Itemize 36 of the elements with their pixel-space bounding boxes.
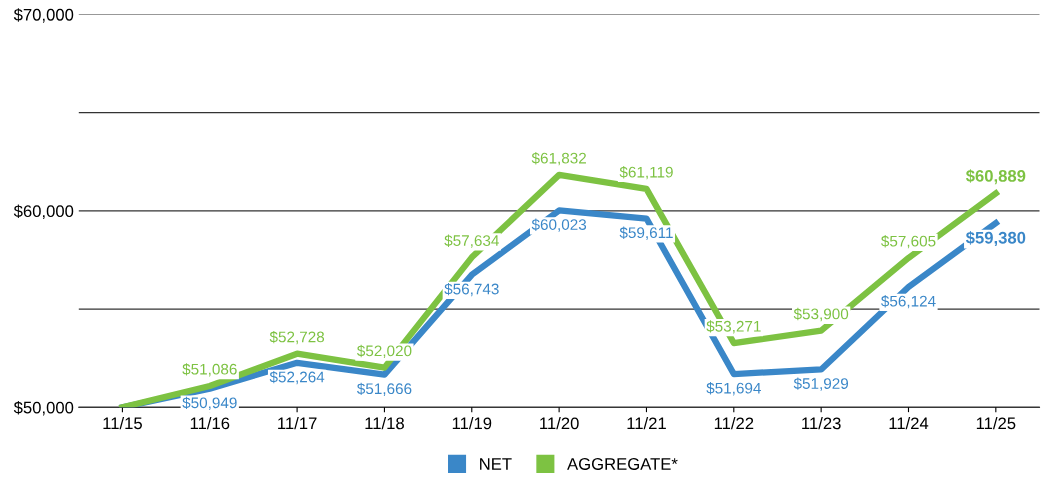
x-tick-label: 11/15 bbox=[103, 417, 142, 430]
data-label: $59,611 bbox=[619, 226, 673, 240]
data-label: $51,929 bbox=[793, 377, 849, 391]
legend-label: NET bbox=[480, 458, 512, 470]
data-label: $56,124 bbox=[881, 295, 936, 309]
x-tick-label: 11/20 bbox=[540, 417, 579, 430]
data-label: $56,743 bbox=[444, 282, 499, 297]
y-tick-label: $50,000 bbox=[13, 400, 74, 416]
x-tick-label: 11/25 bbox=[976, 417, 1016, 430]
data-label: $50,949 bbox=[182, 396, 237, 411]
x-tick-label: 11/16 bbox=[190, 417, 230, 430]
data-label: $52,728 bbox=[269, 330, 325, 345]
data-label: $57,634 bbox=[444, 234, 499, 248]
x-tick-label: 11/22 bbox=[714, 417, 754, 430]
x-tick-label: 11/19 bbox=[452, 417, 492, 430]
data-label: $61,832 bbox=[531, 152, 586, 166]
data-label: $51,086 bbox=[182, 363, 237, 377]
data-label: $52,020 bbox=[357, 344, 412, 359]
y-tick-label: $70,000 bbox=[13, 8, 74, 23]
data-label: $52,264 bbox=[269, 370, 325, 385]
x-tick-label: 11/23 bbox=[802, 417, 841, 430]
x-tick-label: 11/18 bbox=[365, 417, 404, 430]
data-label: $51,666 bbox=[357, 382, 412, 396]
data-label: $60,889 bbox=[965, 169, 1026, 185]
x-tick-label: 11/24 bbox=[889, 417, 929, 430]
data-label: $59,380 bbox=[965, 231, 1026, 247]
x-tick-label: 11/21 bbox=[627, 417, 666, 430]
data-label: $53,271 bbox=[706, 320, 761, 334]
data-label: $51,694 bbox=[706, 382, 761, 396]
data-label: $60,023 bbox=[531, 218, 587, 232]
data-label: $53,900 bbox=[793, 307, 849, 322]
y-tick-label: $60,000 bbox=[13, 204, 74, 220]
data-label: $57,605 bbox=[881, 235, 936, 249]
legend-label: AGGREGATE* bbox=[567, 458, 678, 470]
data-label: $61,119 bbox=[619, 166, 673, 180]
x-tick-label: 11/17 bbox=[278, 417, 317, 430]
